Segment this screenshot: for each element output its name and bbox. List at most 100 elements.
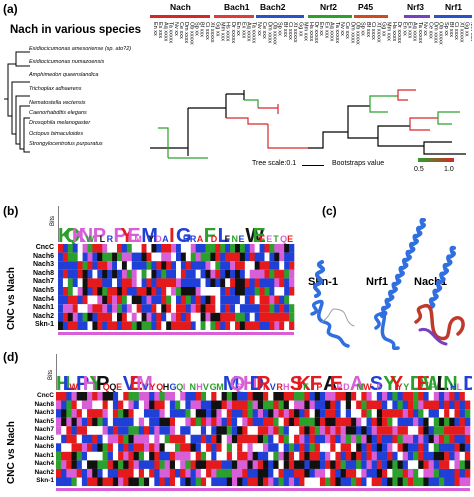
alignment-cell bbox=[211, 434, 217, 444]
alignment-cell bbox=[143, 477, 150, 487]
alignment-cell bbox=[97, 252, 103, 262]
alignment-cell bbox=[259, 278, 265, 287]
taxon-tick-label: Ex xxx bbox=[157, 22, 163, 38]
alignment-cell bbox=[195, 244, 201, 253]
alignment-cell bbox=[274, 295, 280, 305]
alignment-cell bbox=[169, 409, 176, 418]
alignment-cell bbox=[268, 392, 274, 401]
alignment-cell bbox=[392, 443, 398, 452]
alignment-cell bbox=[97, 434, 103, 444]
alignment-cell bbox=[185, 409, 191, 418]
alignment-cell bbox=[350, 392, 357, 401]
alignment-cell bbox=[319, 426, 326, 435]
alignment-cell bbox=[151, 252, 157, 262]
alignment-cell bbox=[433, 460, 440, 469]
alignment-cell bbox=[279, 269, 285, 279]
taxon-tick-label: Dr xxxxx bbox=[230, 22, 236, 43]
alignment-cell bbox=[309, 426, 316, 435]
alignment-cell bbox=[428, 417, 435, 427]
alignment-cell bbox=[136, 261, 142, 270]
alignment-cell bbox=[335, 426, 341, 435]
alignment-cell bbox=[220, 269, 226, 279]
alignment-cell bbox=[220, 312, 226, 322]
logo-letter: D bbox=[463, 373, 472, 392]
alignment-cell bbox=[61, 426, 67, 435]
group-label-bach1: Bach1 bbox=[224, 2, 250, 12]
alignment-cell bbox=[309, 443, 316, 452]
logo-letter: N bbox=[190, 382, 197, 392]
alignment-cell bbox=[159, 443, 165, 452]
alignment-cell bbox=[76, 468, 83, 478]
alignment-cell bbox=[273, 392, 279, 401]
alignment-cell bbox=[67, 261, 74, 270]
logo-letter: W bbox=[86, 234, 95, 244]
alignment-cell bbox=[289, 304, 295, 313]
alignment-cell bbox=[87, 261, 93, 270]
panel-d-bits: Bits bbox=[48, 369, 55, 381]
alignment-cell bbox=[117, 278, 123, 287]
alignment-cell bbox=[71, 426, 77, 435]
alignment-cell bbox=[242, 443, 248, 452]
alignment-cell bbox=[249, 312, 255, 322]
alignment-cell bbox=[166, 295, 172, 305]
alignment-cell bbox=[220, 252, 226, 262]
alignment-cell bbox=[220, 295, 226, 305]
alignment-cell bbox=[97, 417, 103, 427]
alignment-cell bbox=[325, 451, 331, 461]
alignment-cell bbox=[330, 451, 336, 461]
logo-letter: G bbox=[170, 382, 177, 392]
species-name: Strongylocentrotus purpuratus bbox=[29, 141, 103, 147]
alignment-cell bbox=[66, 451, 72, 461]
alignment-cell bbox=[76, 392, 83, 401]
alignment-cell bbox=[200, 451, 207, 461]
alignment-cell bbox=[200, 392, 207, 401]
alignment-cell bbox=[294, 434, 300, 444]
alignment-cell bbox=[314, 460, 321, 469]
alignment-cell bbox=[61, 443, 67, 452]
alignment-cell bbox=[56, 451, 62, 461]
alignment-cell bbox=[284, 321, 290, 330]
alignment-cell bbox=[151, 287, 157, 296]
alignment-cell bbox=[423, 468, 429, 478]
alignment-cell bbox=[361, 400, 367, 410]
alignment-cell bbox=[397, 443, 404, 452]
logo-letter: W bbox=[423, 373, 442, 392]
logo-letter: H bbox=[450, 382, 457, 392]
alignment-cell bbox=[136, 269, 142, 279]
logo-letter: F bbox=[310, 373, 322, 392]
alignment-cell bbox=[176, 269, 182, 279]
alignment-cell bbox=[376, 443, 383, 452]
alignment-cell bbox=[273, 477, 279, 487]
logo-letter: E bbox=[287, 234, 293, 244]
alignment-cell bbox=[454, 477, 460, 487]
taxon-tick-label: Sp xx bbox=[277, 22, 283, 36]
alignment-cell bbox=[82, 244, 88, 253]
alignment-cell bbox=[325, 409, 331, 418]
bootstrap-label: Bootstraps value bbox=[332, 160, 385, 167]
alignment-cell bbox=[185, 400, 191, 410]
alignment-cell bbox=[387, 434, 393, 444]
alignment-cell bbox=[138, 477, 145, 487]
alignment-cell bbox=[206, 477, 212, 487]
alignment-cell bbox=[309, 460, 316, 469]
alignment-cell bbox=[195, 295, 201, 305]
alignment-cell bbox=[438, 460, 445, 469]
alignment-cell bbox=[200, 434, 207, 444]
alignment-cell bbox=[62, 252, 69, 262]
alignment-cell bbox=[76, 426, 83, 435]
alignment-cell bbox=[268, 451, 274, 461]
alignment-cell bbox=[126, 261, 133, 270]
alignment-cell bbox=[294, 460, 300, 469]
alignment-cell bbox=[273, 468, 279, 478]
logo-letter: L bbox=[457, 382, 463, 392]
logo-letter: N bbox=[443, 373, 457, 392]
alignment-cell bbox=[56, 468, 62, 478]
alignment-cell bbox=[340, 468, 347, 478]
logo-letter: Y bbox=[89, 373, 103, 392]
alignment-cell bbox=[161, 269, 167, 279]
alignment-cell bbox=[195, 409, 202, 418]
logo-letter: L bbox=[437, 373, 449, 392]
alignment-cell bbox=[154, 426, 160, 435]
alignment-cell bbox=[428, 434, 435, 444]
alignment-cell bbox=[279, 321, 285, 330]
